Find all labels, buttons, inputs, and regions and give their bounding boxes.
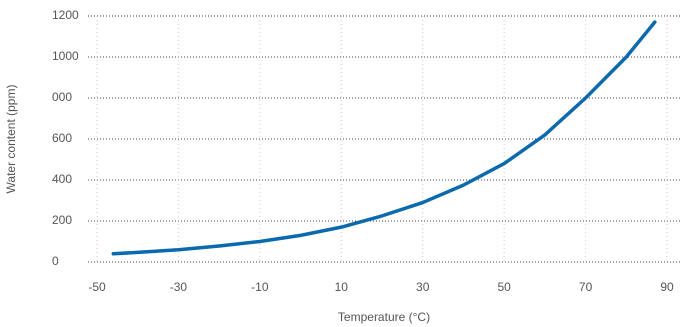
y-tick-label: 1000 (52, 49, 79, 63)
y-tick-label: 400 (52, 172, 72, 186)
y-tick-label: 000 (52, 90, 72, 104)
x-tick-label: 70 (579, 280, 593, 294)
y-tick-label: 1200 (52, 8, 79, 22)
y-tick-label: 0 (52, 254, 59, 268)
x-tick-label: 50 (497, 280, 511, 294)
x-tick-label: -10 (251, 280, 269, 294)
x-tick-label: 30 (416, 280, 430, 294)
data-line (111, 20, 657, 256)
y-tick-label: 600 (52, 131, 72, 145)
y-axis-label: Water content (ppm) (4, 85, 18, 194)
x-axis-label: Temperature (°C) (338, 310, 430, 324)
y-tick-label: 200 (52, 213, 72, 227)
x-tick-label: -30 (170, 280, 188, 294)
x-tick-label: -50 (88, 280, 106, 294)
x-tick-label: 90 (660, 280, 674, 294)
x-tick-label: 10 (335, 280, 349, 294)
